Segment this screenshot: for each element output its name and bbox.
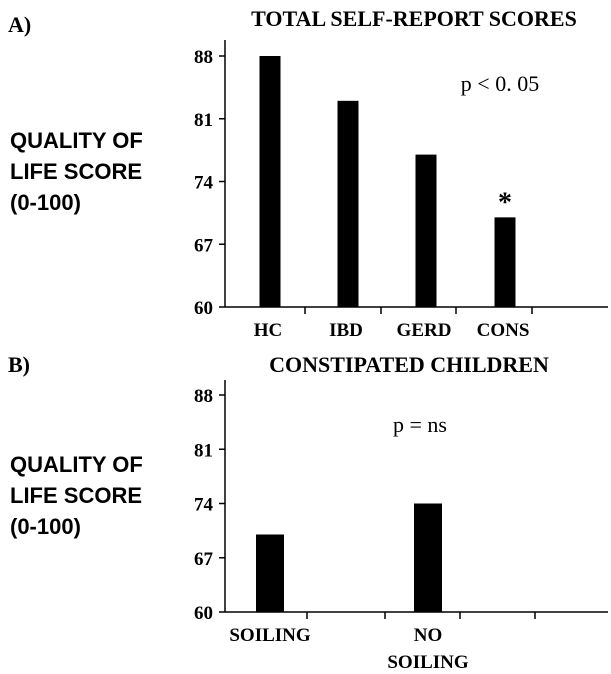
- panel-a-ylabel-line-1: QUALITY OF: [10, 128, 143, 153]
- panel-b-ylabel-line-2: LIFE SCORE: [10, 483, 142, 508]
- panel-b-annotation: p = ns: [393, 412, 447, 437]
- panel-a-title: TOTAL SELF-REPORT SCORES: [251, 6, 577, 31]
- panel-b-ytick-label: 60: [194, 603, 213, 624]
- panel-a-category-label: CONS: [477, 320, 530, 341]
- panel-b-category-label: SOILING: [387, 652, 469, 673]
- panel-a-ytick-label: 60: [194, 298, 213, 319]
- panel-b-title: CONSTIPATED CHILDREN: [269, 352, 549, 377]
- panel-a-category-label: HC: [254, 320, 283, 341]
- panel-b-ylabel: QUALITY OF LIFE SCORE (0-100): [10, 452, 149, 539]
- panel-b-ylabel-line-1: QUALITY OF: [10, 452, 143, 477]
- panel-a-category-label: IBD: [329, 320, 363, 341]
- panel-a-bar: [337, 100, 359, 307]
- panel-a-significance-marker: *: [498, 187, 512, 218]
- panel-a-ytick-label: 81: [194, 110, 213, 131]
- panel-b-label: B): [8, 352, 30, 377]
- panel-b-ytick-label: 81: [194, 440, 213, 461]
- panel-b: B) CONSTIPATED CHILDREN QUALITY OF LIFE …: [8, 352, 608, 673]
- panel-a-annotation: p < 0. 05: [461, 71, 539, 96]
- panel-b-bar: [414, 503, 442, 612]
- panel-a-ytick-label: 67: [194, 235, 214, 256]
- panel-b-ylabel-line-3: (0-100): [10, 514, 81, 539]
- panel-a-ylabel-line-3: (0-100): [10, 190, 81, 215]
- panel-a-label: A): [8, 12, 31, 37]
- panel-a-ytick-label: 74: [194, 173, 214, 194]
- panel-b-ytick-label: 67: [194, 549, 214, 570]
- panel-b-ytick-label: 88: [194, 386, 213, 407]
- panel-b-category-label: NO: [414, 625, 443, 646]
- panel-b-ytick-label: 74: [194, 495, 214, 516]
- panel-a-category-label: GERD: [397, 320, 452, 341]
- panel-a-bar: [259, 56, 281, 307]
- panel-a-ylabel-line-2: LIFE SCORE: [10, 159, 142, 184]
- panel-b-category-label: SOILING: [229, 625, 311, 646]
- panel-a-bar: [494, 217, 516, 307]
- panel-b-bar: [256, 534, 284, 612]
- panel-a: A) TOTAL SELF-REPORT SCORES QUALITY OF L…: [8, 6, 608, 341]
- panel-a-bar: [415, 154, 437, 307]
- panel-a-ytick-label: 88: [194, 47, 213, 68]
- panel-a-ylabel: QUALITY OF LIFE SCORE (0-100): [10, 128, 149, 215]
